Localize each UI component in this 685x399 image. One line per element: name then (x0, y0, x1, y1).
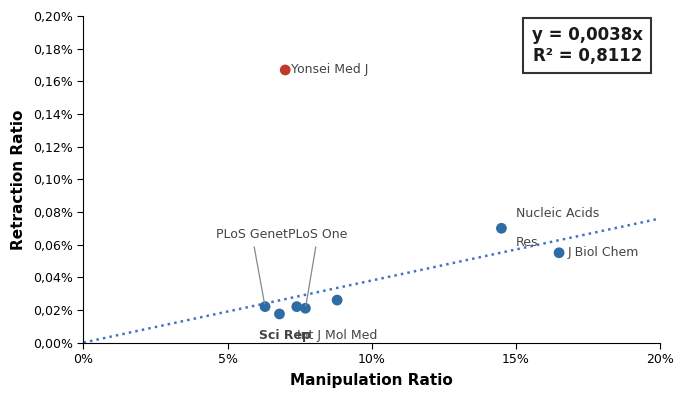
Text: y = 0,0038x
R² = 0,8112: y = 0,0038x R² = 0,8112 (532, 26, 643, 65)
Text: PLoS Genet: PLoS Genet (216, 228, 288, 304)
Point (300, 305, 311, 312)
Point (291, 303, 302, 310)
Text: Sci Rep: Sci Rep (260, 329, 311, 342)
Point (553, 249, 564, 256)
X-axis label: Manipulation Ratio: Manipulation Ratio (290, 373, 453, 388)
Text: PLoS One: PLoS One (288, 228, 347, 306)
Text: Yonsei Med J: Yonsei Med J (291, 63, 369, 77)
Point (279, 67, 290, 73)
Point (274, 311, 285, 317)
Text: Int J Mol Med: Int J Mol Med (297, 329, 377, 342)
Point (496, 225, 507, 231)
Text: Res: Res (516, 237, 538, 249)
Y-axis label: Retraction Ratio: Retraction Ratio (11, 109, 26, 249)
Point (332, 297, 342, 303)
Point (260, 303, 271, 310)
Text: Nucleic Acids: Nucleic Acids (516, 207, 599, 220)
Text: J Biol Chem: J Biol Chem (568, 246, 639, 259)
